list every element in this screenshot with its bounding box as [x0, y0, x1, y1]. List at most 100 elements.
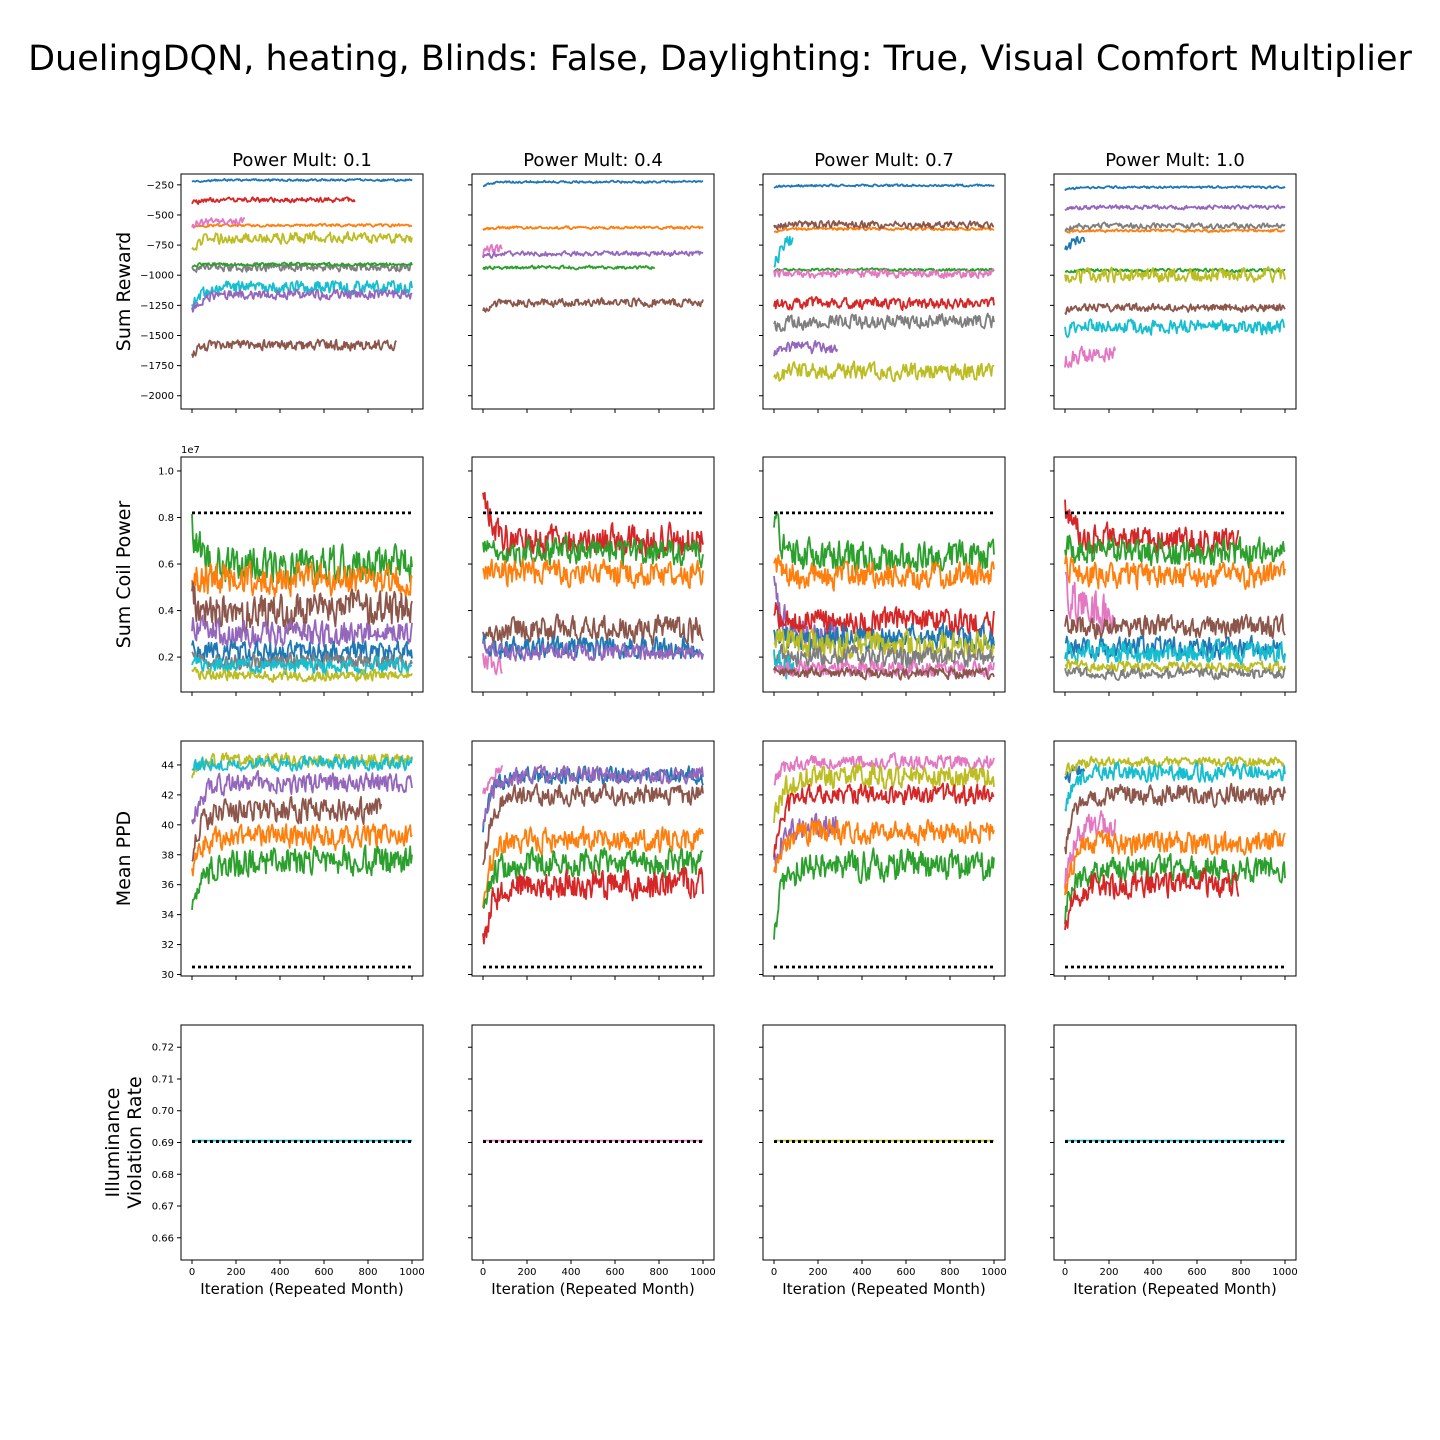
subplot — [468, 740, 715, 980]
series-line-green — [482, 846, 704, 909]
subplot: −250 −500 −750 −1000 −1250 −1500 −1750 −2000 Pow… — [140, 150, 424, 413]
series-group — [1064, 185, 1286, 369]
row-label-line: Mean PPD — [113, 811, 135, 906]
y-tick-label: −1750 — [140, 361, 174, 372]
axes-frame — [762, 456, 1006, 693]
series-group — [482, 764, 704, 969]
x-axis-label: Iteration (Repeated Month) — [1073, 1280, 1276, 1298]
series-line-brown — [773, 219, 995, 231]
column-title: Power Mult: 0.4 — [523, 150, 663, 171]
y-tick-label: 0.70 — [152, 1106, 174, 1117]
series-line-brown — [191, 338, 397, 358]
series-line-olive — [191, 752, 413, 779]
y-tick-label: 0.67 — [152, 1202, 174, 1213]
y-tick-label: 44 — [161, 760, 174, 771]
x-tick-label: 0 — [189, 1267, 195, 1278]
axes-frame — [471, 740, 715, 977]
series-group — [191, 177, 413, 358]
series-line-brown — [1064, 302, 1286, 315]
y-tick-label: 0.4 — [158, 606, 174, 617]
series-group — [191, 752, 413, 969]
series-line-pink — [773, 659, 995, 679]
series-line-brown — [482, 613, 704, 647]
series-line-purple — [191, 288, 413, 313]
series-line-blue — [482, 179, 704, 188]
x-tick-label: 800 — [358, 1267, 377, 1278]
x-tick-label: 800 — [940, 1267, 959, 1278]
series-line-green — [773, 510, 995, 576]
series-group — [773, 752, 995, 969]
subplot-grid: Sum Reward −250 −500 −750 −1000 −1250 −1500 −17… — [102, 150, 1298, 1298]
series-line-olive — [1064, 755, 1286, 776]
series-line-blue — [773, 183, 995, 189]
series-line-green — [482, 535, 704, 569]
column-title: Power Mult: 0.1 — [232, 150, 372, 171]
row-label: Mean PPD — [113, 811, 135, 906]
series-line-pink — [482, 243, 503, 258]
x-tick-label: 800 — [649, 1267, 668, 1278]
y-tick-label: 32 — [161, 940, 174, 951]
series-line-orange — [1064, 829, 1286, 896]
axes-frame — [471, 456, 715, 693]
x-tick-label: 400 — [852, 1267, 871, 1278]
subplot — [1050, 740, 1297, 980]
series-line-orange — [482, 558, 704, 590]
y-tick-label: −1500 — [140, 331, 174, 342]
subplot: 0 200 400 600 800 1000 Iteration (Repeated Mon… — [468, 1024, 716, 1298]
series-line-cyan — [1064, 761, 1286, 812]
series-line-blue — [191, 639, 413, 666]
series-line-orange — [773, 226, 995, 234]
row-label-line: Sum Coil Power — [113, 501, 135, 649]
series-line-orange — [773, 818, 995, 874]
y-tick-label: 0.71 — [152, 1074, 174, 1085]
series-line-red — [773, 295, 995, 312]
series-line-purple — [482, 764, 704, 827]
x-tick-label: 1000 — [690, 1267, 715, 1278]
series-group — [482, 491, 704, 676]
x-tick-label: 800 — [1231, 1267, 1250, 1278]
series-line-brown — [773, 666, 995, 681]
axes-frame — [180, 173, 424, 410]
subplot: 0.66 0.67 0.68 0.69 0.70 0.71 0.72 0 200 400 600 80… — [152, 1024, 425, 1298]
axes-frame — [1053, 740, 1297, 977]
axes-frame — [1053, 173, 1297, 410]
x-tick-label: 600 — [605, 1267, 624, 1278]
series-line-green — [773, 847, 995, 940]
series-line-purple — [482, 640, 704, 662]
series-line-red — [482, 491, 704, 560]
x-tick-label: 200 — [517, 1267, 536, 1278]
series-line-green — [482, 264, 656, 271]
series-line-red — [482, 866, 704, 945]
column-title: Power Mult: 0.7 — [814, 150, 954, 171]
y-tick-label: −750 — [147, 241, 174, 252]
column-title: Power Mult: 1.0 — [1105, 150, 1245, 171]
series-line-brown — [1064, 613, 1286, 640]
series-line-blue — [773, 622, 995, 653]
y-tick-label: 1.0 — [158, 466, 174, 477]
series-line-olive — [1064, 659, 1286, 673]
x-tick-label: 400 — [1143, 1267, 1162, 1278]
series-line-pink — [773, 267, 995, 280]
subplot — [759, 740, 1006, 980]
y-tick-label: 40 — [161, 820, 174, 831]
x-axis-label: Iteration (Repeated Month) — [782, 1280, 985, 1298]
series-line-olive — [773, 628, 995, 662]
x-tick-label: 400 — [270, 1267, 289, 1278]
subplot — [468, 456, 715, 696]
series-line-pink — [1064, 345, 1117, 369]
series-line-olive — [773, 762, 995, 823]
series-line-gray — [1064, 666, 1286, 681]
y-tick-label: 0.69 — [152, 1138, 174, 1149]
axes-frame — [762, 740, 1006, 977]
series-line-cyan — [191, 754, 413, 772]
series-group — [1064, 755, 1286, 969]
x-tick-label: 400 — [561, 1267, 580, 1278]
series-line-brown — [482, 783, 704, 866]
y-tick-label: −2000 — [140, 391, 174, 402]
row-label: Sum Reward — [113, 232, 135, 351]
x-tick-label: 0 — [480, 1267, 486, 1278]
series-line-pink — [482, 650, 503, 676]
x-tick-label: 600 — [896, 1267, 915, 1278]
series-line-gray — [1064, 221, 1286, 232]
series-line-pink — [482, 764, 504, 795]
